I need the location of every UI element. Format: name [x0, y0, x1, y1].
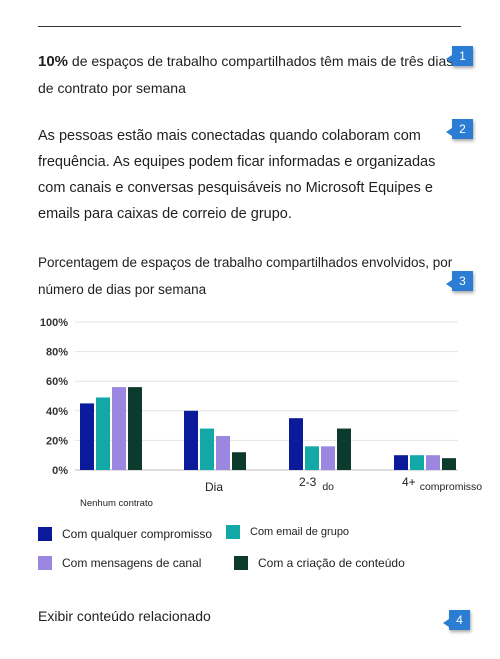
callout-1[interactable]: 1 [446, 46, 473, 66]
legend-label: Com email de grupo [250, 526, 350, 538]
bar [112, 387, 126, 470]
y-tick-label: 80% [46, 347, 68, 359]
bar [410, 455, 424, 470]
bar [232, 452, 246, 470]
y-tick-label: 0% [52, 465, 68, 477]
x-tick-label: Nenhum contrato [80, 498, 153, 509]
bar [289, 418, 303, 470]
callout-3[interactable]: 3 [446, 271, 473, 291]
legend-label: Com qualquer compromisso [62, 527, 213, 541]
stat-text: de espaços de trabalho compartilhados tê… [38, 53, 454, 96]
bar [442, 458, 456, 470]
chart-title: Porcentagem de espaços de trabalho compa… [38, 255, 453, 297]
x-tick-label: 2-3 do [299, 475, 334, 493]
x-tick-label: Dia [205, 480, 223, 494]
callout-2[interactable]: 2 [446, 119, 473, 139]
legend-swatch [226, 525, 240, 539]
bar [96, 397, 110, 470]
callout-4[interactable]: 4 [443, 610, 470, 630]
bar [80, 403, 94, 470]
legend-swatch [234, 556, 248, 570]
legend-label: Com a criação de conteúdo [258, 556, 405, 570]
y-tick-label: 60% [46, 376, 68, 388]
legend-swatch [38, 556, 52, 570]
bar [128, 387, 142, 470]
y-tick-label: 100% [40, 317, 68, 329]
bar [394, 455, 408, 470]
legend-item-group-email: Com email de grupo [226, 525, 349, 539]
chart-legend: Com qualquer compromisso Com email de gr… [38, 522, 478, 572]
top-divider [38, 26, 461, 27]
x-tick-label: 4+ compromisso [402, 475, 482, 493]
legend-item-channel: Com mensagens de canal [38, 556, 201, 570]
legend-label: Com mensagens de canal [62, 556, 202, 570]
bar [216, 435, 230, 470]
bar [200, 428, 214, 470]
y-tick-label: 20% [46, 435, 68, 447]
bar [337, 428, 351, 470]
bar-chart: 0% 20% 40% 60% 80% 100% Nenhum contrato Dia 2-3 d… [40, 317, 482, 509]
bar [305, 446, 319, 470]
legend-swatch [38, 527, 52, 541]
description-text: As pessoas estão mais conectadas quando … [38, 128, 436, 222]
stat-percent: 10% [38, 53, 69, 70]
legend-item-any: Com qualquer compromisso [38, 527, 212, 541]
related-content-link[interactable]: Exibir conteúdo relacionado [38, 608, 211, 624]
stat-summary: 10% de espaços de trabalho compartilhado… [38, 48, 458, 102]
bar [184, 410, 198, 470]
bar [426, 455, 440, 470]
bar [321, 446, 335, 470]
legend-item-content: Com a criação de conteúdo [234, 556, 405, 570]
y-tick-label: 40% [46, 406, 68, 418]
